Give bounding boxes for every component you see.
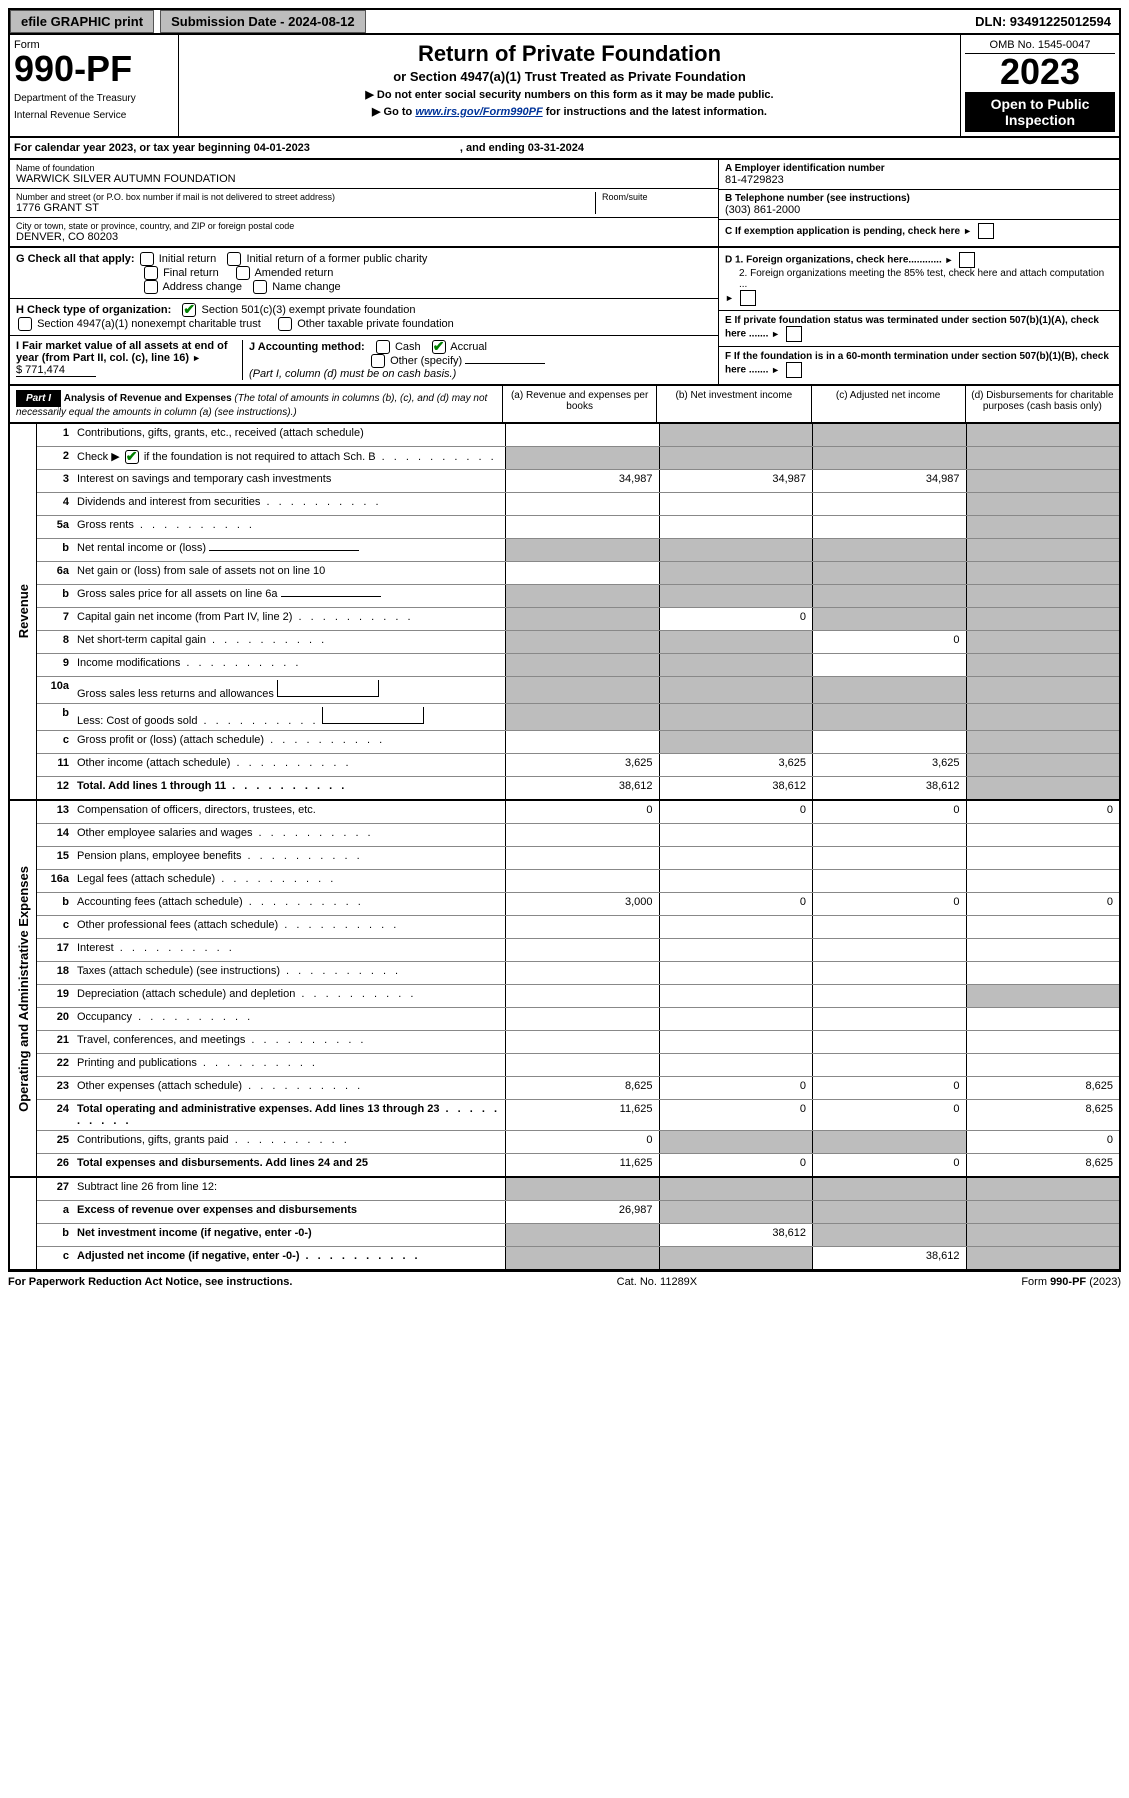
city-state-zip: DENVER, CO 80203 xyxy=(16,231,712,243)
g-check-row: G Check all that apply: Initial return I… xyxy=(10,248,718,299)
instr-ssn: ▶ Do not enter social security numbers o… xyxy=(189,88,950,101)
expenses-table: Operating and Administrative Expenses 13… xyxy=(8,801,1121,1178)
form990pf-link[interactable]: www.irs.gov/Form990PF xyxy=(415,106,542,118)
tax-year: 2023 xyxy=(965,54,1115,90)
cash-cb[interactable] xyxy=(376,340,390,354)
col-b-hdr: (b) Net investment income xyxy=(656,386,810,422)
line27-table: 27Subtract line 26 from line 12: aExcess… xyxy=(8,1178,1121,1271)
city-label: City or town, state or province, country… xyxy=(16,221,712,231)
h-check-row: H Check type of organization: Section 50… xyxy=(10,299,718,336)
f-label: F If the foundation is in a 60-month ter… xyxy=(725,351,1109,376)
dept-treasury: Department of the Treasury xyxy=(14,93,174,104)
calendar-year-line: For calendar year 2023, or tax year begi… xyxy=(8,138,1121,160)
fmv-value: $ 771,474 xyxy=(16,364,96,377)
sch-b-cb[interactable] xyxy=(125,450,139,464)
part1-title: Analysis of Revenue and Expenses xyxy=(64,393,232,404)
form-header: Form 990-PF Department of the Treasury I… xyxy=(8,35,1121,138)
f-cb[interactable] xyxy=(786,362,802,378)
entity-block: Name of foundationWARWICK SILVER AUTUMN … xyxy=(8,160,1121,248)
room-label: Room/suite xyxy=(602,192,712,202)
instr-goto: ▶ Go to xyxy=(372,106,415,118)
address-change-cb[interactable] xyxy=(144,280,158,294)
phone-label: B Telephone number (see instructions) xyxy=(725,193,1113,204)
cash-basis-note: (Part I, column (d) must be on cash basi… xyxy=(249,368,456,380)
foreign85-cb[interactable] xyxy=(740,290,756,306)
revenue-table: Revenue 1Contributions, gifts, grants, e… xyxy=(8,424,1121,801)
initial-former-cb[interactable] xyxy=(227,252,241,266)
exemption-pending: C If exemption application is pending, c… xyxy=(725,226,960,237)
part1-header: Part I Analysis of Revenue and Expenses … xyxy=(8,386,1121,424)
ein-value: 81-4729823 xyxy=(725,174,1113,186)
form-ref: Form 990-PF (2023) xyxy=(1021,1276,1121,1288)
efile-print-btn[interactable]: efile GRAPHIC print xyxy=(10,10,154,33)
cat-no: Cat. No. 11289X xyxy=(617,1276,698,1288)
exemption-checkbox[interactable] xyxy=(978,223,994,239)
e-cb[interactable] xyxy=(786,326,802,342)
part1-label: Part I xyxy=(16,390,61,407)
final-return-cb[interactable] xyxy=(144,266,158,280)
d2-label: 2. Foreign organizations meeting the 85%… xyxy=(725,268,1113,290)
form-title: Return of Private Foundation xyxy=(189,41,950,67)
acct-method-label: J Accounting method: xyxy=(249,341,365,353)
col-c-hdr: (c) Adjusted net income xyxy=(811,386,965,422)
col-a-hdr: (a) Revenue and expenses per books xyxy=(502,386,656,422)
expenses-label: Operating and Administrative Expenses xyxy=(16,866,31,1112)
other-taxable-cb[interactable] xyxy=(278,317,292,331)
amended-cb[interactable] xyxy=(236,266,250,280)
checkbox-block: G Check all that apply: Initial return I… xyxy=(8,248,1121,386)
open-public: Open to Public Inspection xyxy=(965,92,1115,132)
501c3-cb[interactable] xyxy=(182,303,196,317)
street-address: 1776 GRANT ST xyxy=(16,202,595,214)
efile-bar: efile GRAPHIC print Submission Date - 20… xyxy=(8,8,1121,35)
revenue-label: Revenue xyxy=(16,584,31,638)
phone-value: (303) 861-2000 xyxy=(725,204,1113,216)
name-change-cb[interactable] xyxy=(253,280,267,294)
submission-date: Submission Date - 2024-08-12 xyxy=(160,10,366,33)
addr-label: Number and street (or P.O. box number if… xyxy=(16,192,595,202)
form-number: 990-PF xyxy=(14,51,174,87)
page-footer: For Paperwork Reduction Act Notice, see … xyxy=(8,1271,1121,1292)
initial-return-cb[interactable] xyxy=(140,252,154,266)
dln: DLN: 93491225012594 xyxy=(967,11,1119,32)
irs-label: Internal Revenue Service xyxy=(14,110,174,121)
foreign-cb[interactable] xyxy=(959,252,975,268)
paperwork-notice: For Paperwork Reduction Act Notice, see … xyxy=(8,1276,292,1288)
4947a1-cb[interactable] xyxy=(18,317,32,331)
form-subtitle: or Section 4947(a)(1) Trust Treated as P… xyxy=(189,69,950,84)
instr-suffix: for instructions and the latest informat… xyxy=(543,106,767,118)
name-label: Name of foundation xyxy=(16,163,712,173)
ein-label: A Employer identification number xyxy=(725,163,1113,174)
accrual-cb[interactable] xyxy=(432,340,446,354)
foundation-name: WARWICK SILVER AUTUMN FOUNDATION xyxy=(16,173,712,185)
d1-label: D 1. Foreign organizations, check here..… xyxy=(725,255,942,266)
col-d-hdr: (d) Disbursements for charitable purpose… xyxy=(965,386,1119,422)
other-method-cb[interactable] xyxy=(371,354,385,368)
